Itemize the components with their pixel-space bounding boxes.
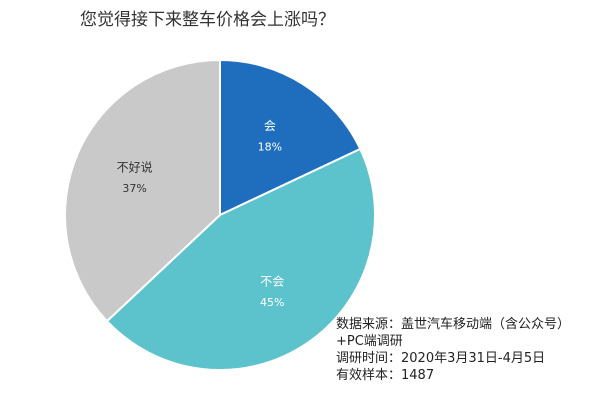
slice-value: 37% [122,182,146,195]
note: 数据来源：盖世汽车移动端（含公众号）+PC端调研 调研时间：2020年3月31日… [336,316,586,384]
chart-title: 您觉得接下来整车价格会上涨吗？ [80,10,335,30]
pie-slice [105,147,376,371]
pie-slice [219,58,362,217]
slice-label: 不好说 [117,160,153,175]
sample: 有效样本：1487 [336,368,435,383]
pie-slice [64,58,221,323]
slice-label: 会 [264,119,276,133]
survey-time: 调研时间：2020年3月31日-4月5日 [336,351,546,366]
slice-label: 不会 [260,274,284,288]
source: 数据来源：盖世汽车移动端（含公众号）+PC端调研 [336,317,571,349]
slice-value: 45% [260,296,284,309]
slice-value: 18% [258,140,282,153]
